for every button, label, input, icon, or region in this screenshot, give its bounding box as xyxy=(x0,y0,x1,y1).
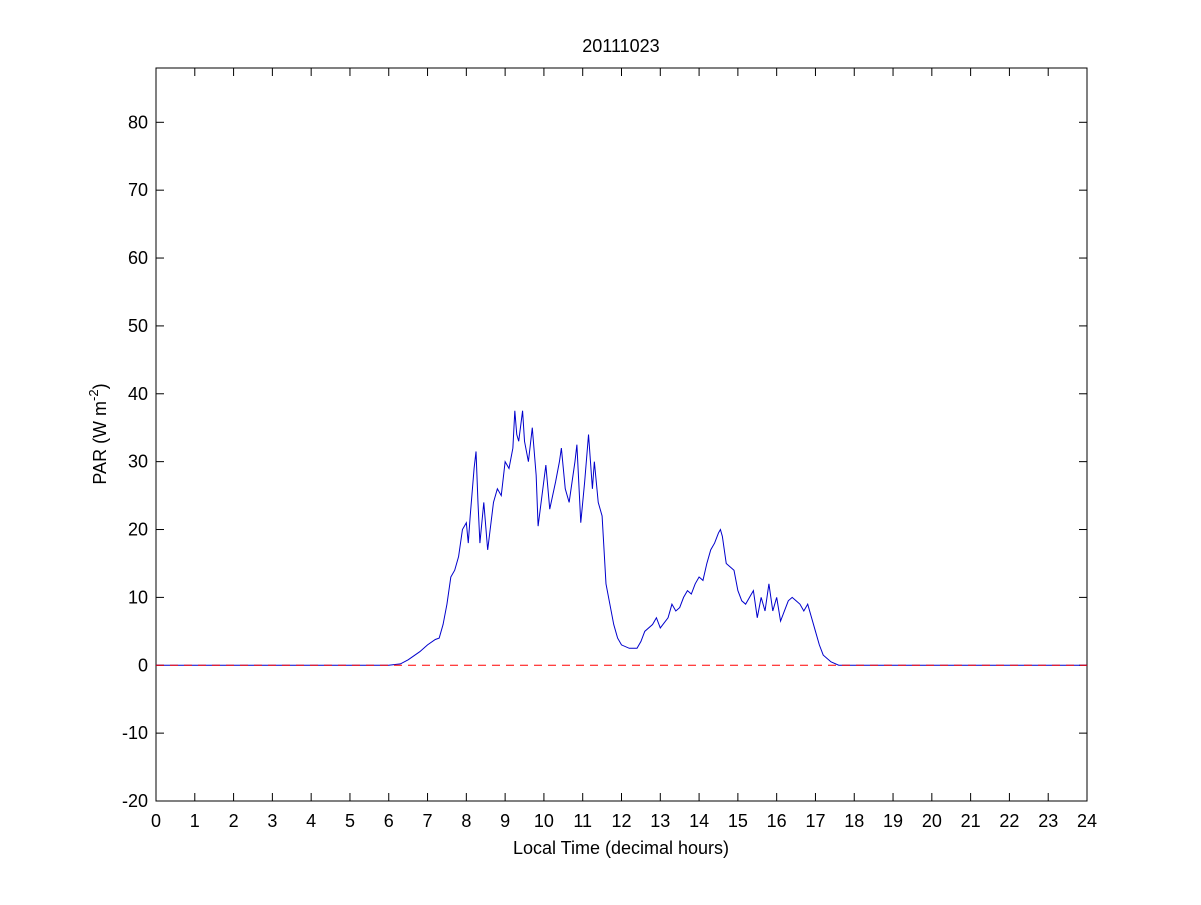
x-tick-label: 1 xyxy=(190,811,200,831)
y-tick-label: 20 xyxy=(128,520,148,540)
x-tick-label: 12 xyxy=(611,811,631,831)
x-tick-label: 15 xyxy=(728,811,748,831)
y-tick-label: 10 xyxy=(128,587,148,607)
x-tick-label: 10 xyxy=(534,811,554,831)
y-tick-label: 30 xyxy=(128,452,148,472)
x-tick-label: 20 xyxy=(922,811,942,831)
x-tick-label: 8 xyxy=(461,811,471,831)
y-tick-label: -10 xyxy=(122,723,148,743)
x-tick-label: 0 xyxy=(151,811,161,831)
x-tick-label: 5 xyxy=(345,811,355,831)
y-tick-label: 0 xyxy=(138,655,148,675)
x-tick-label: 13 xyxy=(650,811,670,831)
x-tick-label: 9 xyxy=(500,811,510,831)
y-tick-label: 70 xyxy=(128,180,148,200)
x-tick-label: 22 xyxy=(999,811,1019,831)
x-tick-label: 3 xyxy=(267,811,277,831)
x-tick-label: 21 xyxy=(961,811,981,831)
y-tick-label: 60 xyxy=(128,248,148,268)
x-tick-label: 24 xyxy=(1077,811,1097,831)
x-tick-label: 7 xyxy=(423,811,433,831)
data-line xyxy=(156,410,1087,666)
x-tick-label: 14 xyxy=(689,811,709,831)
y-tick-label: -20 xyxy=(122,791,148,811)
y-label-end: ) xyxy=(90,383,110,389)
y-label-text: PAR (W m xyxy=(90,401,110,485)
x-tick-label: 16 xyxy=(767,811,787,831)
x-tick-label: 18 xyxy=(844,811,864,831)
x-tick-label: 19 xyxy=(883,811,903,831)
x-tick-label: 23 xyxy=(1038,811,1058,831)
x-tick-label: 11 xyxy=(573,811,592,831)
y-label-sup: -2 xyxy=(86,389,101,401)
y-tick-label: 40 xyxy=(128,384,148,404)
y-axis-label: PAR (W m-2) xyxy=(86,383,110,484)
x-tick-label: 17 xyxy=(805,811,825,831)
x-tick-label: 2 xyxy=(229,811,239,831)
y-tick-label: 50 xyxy=(128,316,148,336)
chart-title: 20111023 xyxy=(582,36,659,56)
y-tick-label: 80 xyxy=(128,112,148,132)
x-tick-label: 4 xyxy=(306,811,316,831)
x-axis-label: Local Time (decimal hours) xyxy=(513,838,729,858)
x-tick-label: 6 xyxy=(384,811,394,831)
